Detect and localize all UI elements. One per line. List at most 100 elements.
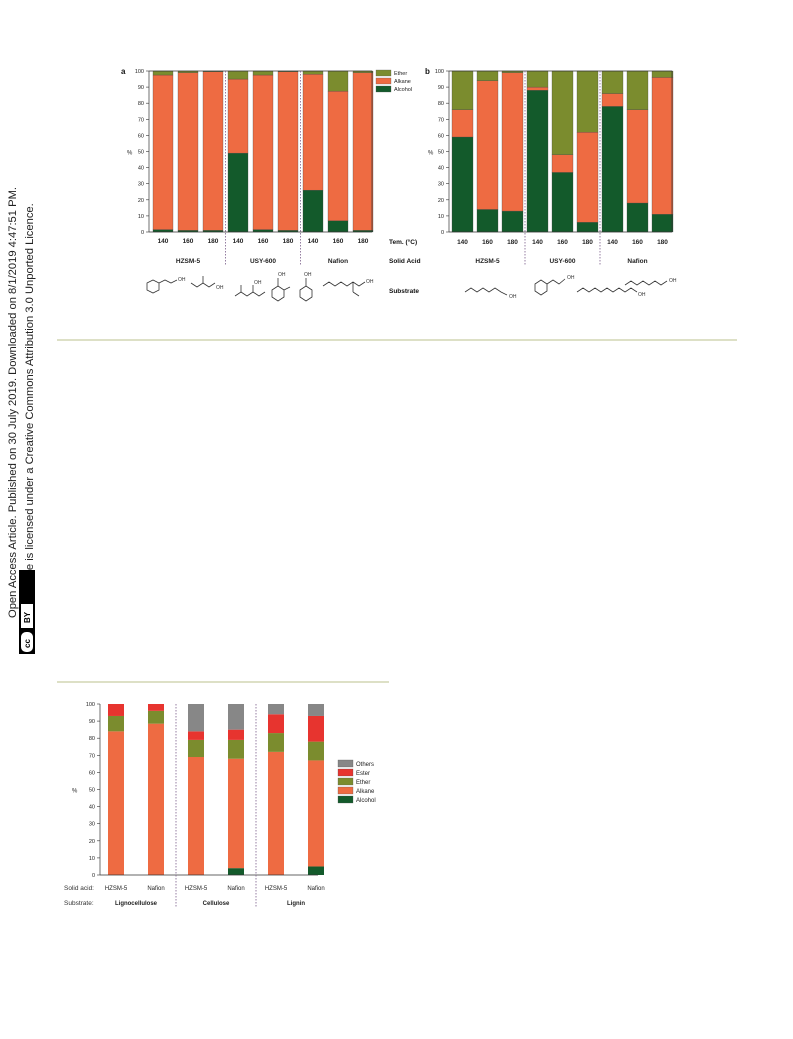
x-tick-label: HZSM-5 [105, 886, 128, 892]
bar-segment-alkane [277, 71, 299, 231]
x-tick-label: 180 [507, 239, 518, 246]
cc-badge-text: cc [23, 639, 32, 648]
y-tick-label: 10 [89, 856, 95, 862]
legend-label-others: Others [356, 762, 374, 768]
y-tick-label: 70 [138, 117, 144, 123]
bar-segment-alcohol [551, 172, 574, 233]
cyclohexylethanol-structure-b [534, 278, 566, 296]
bar-segment-ether [476, 70, 499, 81]
x-tick-label: 140 [158, 238, 169, 245]
group-label: Lignocellulose [115, 901, 158, 907]
legend-label-alcohol: Alcohol [394, 87, 412, 93]
x-tick-label: 160 [557, 239, 568, 246]
bar-segment-alkane [352, 72, 374, 231]
bar-segment-alkane [526, 86, 549, 91]
x-tick-label: 180 [358, 238, 369, 245]
y-tick-label: 60 [89, 770, 95, 776]
oh-label: OH [669, 278, 677, 284]
group-label: Lignin [287, 901, 305, 907]
bar-segment-alcohol [152, 229, 174, 233]
chart-panel-c: 0 10 20 30 40 50 60 70 80 90 100% HZSM-5 Nafion HZSM-… [72, 702, 376, 908]
y-axis-label: % [127, 151, 133, 157]
bar-segment-alkane [601, 93, 624, 107]
sidebar-svg: Open Access Article. Published on 30 Jul… [7, 187, 36, 654]
legend-swatch-alcohol [337, 795, 354, 804]
x-tick-label: 140 [532, 239, 543, 246]
cc-by-badge[interactable]: cc BY [19, 570, 35, 654]
bar-segment-alcohol [651, 214, 674, 233]
bar-segment-alcohol [626, 202, 649, 233]
substrate-structures-a [146, 276, 366, 302]
bar-segment-alkane [626, 109, 649, 204]
bar-segment-alkane [152, 74, 174, 230]
y-tick-label: 10 [438, 214, 444, 220]
bar-segment-ester [228, 729, 244, 740]
bar-segment-alkane [302, 74, 324, 191]
group-label: HZSM-5 [475, 258, 500, 265]
panel-label-a: a [121, 67, 126, 76]
y-tick-label: 50 [89, 788, 95, 794]
y-tick-label: 80 [89, 736, 95, 742]
bar-segment-ether [227, 70, 249, 80]
row-label-substrate: Substrate [389, 288, 419, 295]
y-tick-label: 100 [135, 69, 144, 75]
bar-segment-ether [252, 70, 274, 76]
bar-segment-alkane [177, 72, 199, 231]
y-tick-label: 70 [89, 753, 95, 759]
bar-segment-alcohol [308, 866, 324, 875]
y-tick-label: 20 [438, 198, 444, 204]
x-tick-label: 140 [607, 239, 618, 246]
x-tick-label: 180 [283, 238, 294, 245]
methylbutanol-structure [190, 276, 216, 288]
row-label-temperature: Tem. (°C) [389, 238, 417, 246]
by-badge-text: BY [23, 611, 32, 623]
bar-segment-alcohol [227, 152, 249, 233]
bar-segment-alkane [108, 731, 124, 875]
row-label-solid-acid: Solid Acid [389, 258, 421, 265]
ethylhexanol-structure [322, 281, 366, 297]
y-tick-label: 0 [92, 873, 95, 879]
x-tick-label: 160 [632, 239, 643, 246]
by-box [21, 604, 33, 628]
pentanol-structure [234, 285, 266, 297]
group-label: Nafion [328, 258, 348, 265]
bar-segment-ether [526, 70, 549, 88]
x-tick-label: 180 [208, 238, 219, 245]
bar-segment-ether [601, 70, 624, 94]
cyclohexanol-structure-1 [271, 278, 291, 302]
y-tick-label: 60 [138, 133, 144, 139]
y-tick-label: 60 [438, 133, 444, 139]
bar-segment-others [268, 704, 284, 715]
x-tick-label: 160 [333, 238, 344, 245]
x-tick-label: 160 [258, 238, 269, 245]
bar-segment-alcohol [302, 189, 324, 233]
panel-label-b: b [425, 67, 430, 76]
x-tick-label: 160 [183, 238, 194, 245]
x-tick-label: 140 [233, 238, 244, 245]
legend-swatch-alkane [375, 77, 392, 85]
bar-segment-alkane [576, 132, 599, 223]
oh-label: OH [178, 277, 186, 283]
sidebar: Open Access Article. Published on 30 Jul… [0, 0, 50, 665]
chart-panel-a: 0 10 20 30 40 50 60 70 80 90 100% 140 160 180 140 160 18… [127, 69, 412, 265]
x-tick-label: Nafion [147, 886, 164, 892]
oh-label: OH [638, 292, 646, 298]
bar-segment-alcohol [327, 220, 349, 233]
y-tick-label: 0 [141, 230, 144, 236]
cc-circle [21, 632, 33, 652]
bar-segment-alkane [188, 757, 204, 875]
bar-segment-ether [228, 739, 244, 759]
separator-top [57, 339, 737, 341]
bar-segment-ether [626, 70, 649, 110]
substrate-oh-labels-a: OH OH OH OH OH OH [178, 272, 374, 291]
bar-segment-ether [302, 70, 324, 75]
legend-label-ester: Ester [356, 771, 370, 777]
oh-label: OH [366, 279, 374, 285]
bar-segment-alkane [268, 751, 284, 875]
bar-segment-ether [551, 70, 574, 155]
bar-segment-ester [188, 731, 204, 740]
y-tick-label: 100 [435, 69, 444, 75]
bar-segment-ether [651, 70, 674, 78]
bar-segment-ether [188, 739, 204, 758]
y-tick-label: 0 [441, 230, 444, 236]
